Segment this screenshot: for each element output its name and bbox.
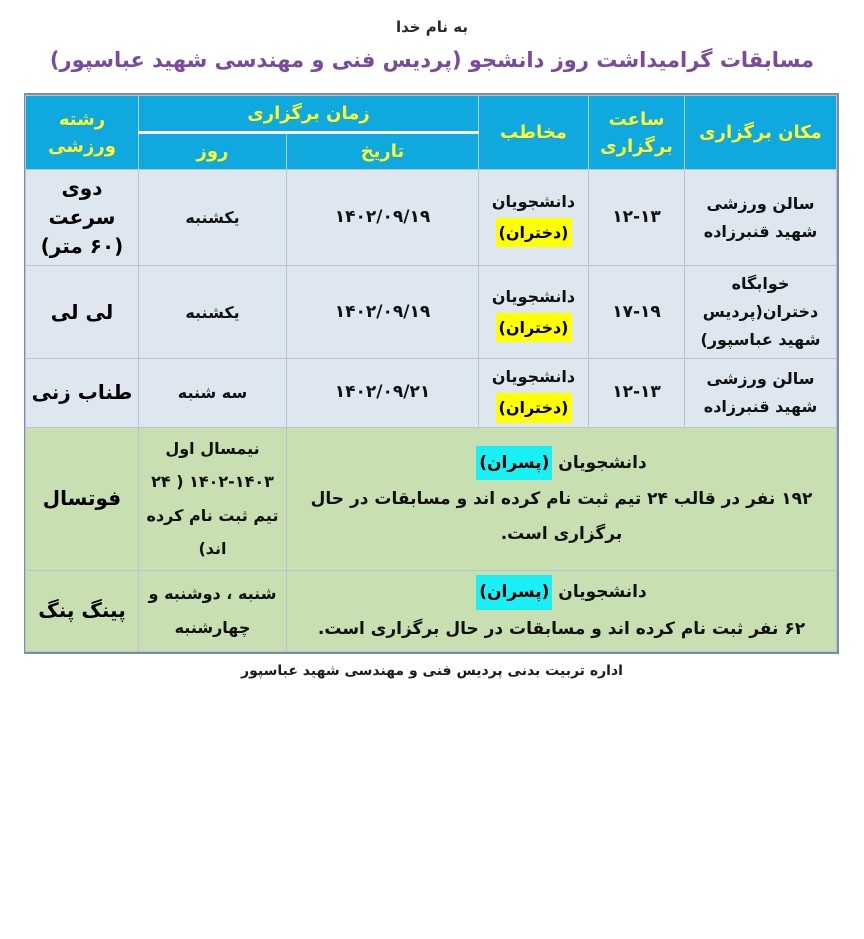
cell-when: نیمسال اول ۱۴۰۳-۱۴۰۲ ( ۲۴ تیم ثبت نام کر… bbox=[137, 426, 288, 572]
note-heading: دانشجویان (پسران) bbox=[292, 445, 831, 481]
header-place: مکان برگزاری bbox=[684, 95, 837, 171]
highlight-girls: (دختران) bbox=[495, 393, 572, 423]
cell-sport: پینگ پنگ bbox=[24, 570, 139, 652]
highlight-boys: (پسران) bbox=[476, 575, 553, 610]
schedule-table-wrapper: مکان برگزاری ساعت برگزاری مخاطب زمان برگ… bbox=[24, 93, 839, 654]
cell-audience: دانشجویان (دختران) bbox=[478, 358, 589, 428]
table-row: خوابگاه دختران(پردیس شهید عباسپور) ۱۷-۱۹… bbox=[24, 265, 837, 360]
cell-audience: دانشجویان (دختران) bbox=[478, 265, 589, 360]
table-body: سالن ورزشی شهید قنبرزاده ۱۲-۱۳ دانشجویان… bbox=[24, 169, 837, 652]
header-time: ساعت برگزاری bbox=[588, 95, 685, 171]
cell-when: شنبه ، دوشنبه و چهارشنبه bbox=[137, 570, 288, 652]
cell-time: ۱۷-۱۹ bbox=[588, 265, 685, 360]
page-title: مسابقات گرامیداشت روز دانشجو (پردیس فنی … bbox=[49, 48, 815, 72]
cell-date: ۱۴۰۲/۰۹/۲۱ bbox=[286, 358, 479, 428]
audience-label: دانشجویان bbox=[491, 192, 576, 212]
cell-place: سالن ورزشی شهید قنبرزاده bbox=[684, 169, 837, 267]
cell-place: خوابگاه دختران(پردیس شهید عباسپور) bbox=[684, 265, 837, 360]
table-row: دانشجویان (پسران) ۶۲ نفر ثبت نام کرده ان… bbox=[24, 570, 837, 652]
cell-date: ۱۴۰۲/۰۹/۱۹ bbox=[286, 265, 479, 360]
bismillah-text: به نام خدا bbox=[395, 18, 469, 36]
header-time-line2: برگزاری bbox=[600, 135, 673, 157]
table-row: سالن ورزشی شهید قنبرزاده ۱۲-۱۳ دانشجویان… bbox=[24, 358, 837, 428]
schedule-table: مکان برگزاری ساعت برگزاری مخاطب زمان برگ… bbox=[24, 95, 837, 652]
header-date: تاریخ bbox=[286, 132, 479, 171]
note-body: ۶۲ نفر ثبت نام کرده اند و مسابقات در حال… bbox=[317, 618, 806, 639]
audience-highlight: (دختران) bbox=[484, 312, 583, 342]
header-datetime-group: زمان برگزاری bbox=[137, 95, 480, 135]
cell-audience: دانشجویان (دختران) bbox=[478, 169, 589, 267]
audience-label: دانشجویان bbox=[491, 286, 576, 306]
cell-sport: طناب زنی bbox=[24, 358, 139, 428]
cell-note: دانشجویان (پسران) ۱۹۲ نفر در قالب ۲۴ تیم… bbox=[286, 426, 837, 572]
cell-day: یکشنبه bbox=[137, 169, 288, 267]
table-row: دانشجویان (پسران) ۱۹۲ نفر در قالب ۲۴ تیم… bbox=[24, 426, 837, 572]
cell-time: ۱۲-۱۳ bbox=[588, 169, 685, 267]
cell-note: دانشجویان (پسران) ۶۲ نفر ثبت نام کرده ان… bbox=[286, 570, 837, 652]
audience-highlight: (دختران) bbox=[484, 218, 583, 248]
note-heading: دانشجویان (پسران) bbox=[292, 575, 831, 610]
cell-sport: فوتسال bbox=[24, 426, 139, 572]
highlight-girls: (دختران) bbox=[495, 218, 572, 248]
cell-day: یکشنبه bbox=[137, 265, 288, 360]
header-time-line1: ساعت bbox=[608, 108, 665, 130]
cell-sport: دوی سرعت (۶۰ متر) bbox=[24, 169, 139, 267]
header-day: روز bbox=[137, 132, 288, 171]
highlight-girls: (دختران) bbox=[495, 312, 572, 342]
cell-day: سه شنبه bbox=[137, 358, 288, 428]
table-row: سالن ورزشی شهید قنبرزاده ۱۲-۱۳ دانشجویان… bbox=[24, 169, 837, 267]
audience-label: دانشجویان bbox=[491, 367, 576, 387]
note-audience-label: دانشجویان bbox=[552, 582, 647, 602]
cell-sport: لی لی bbox=[24, 265, 139, 360]
table-header-row-1: مکان برگزاری ساعت برگزاری مخاطب زمان برگ… bbox=[24, 95, 837, 171]
cell-date: ۱۴۰۲/۰۹/۱۹ bbox=[286, 169, 479, 267]
cell-place: سالن ورزشی شهید قنبرزاده bbox=[684, 358, 837, 428]
table-header-row-2: تاریخ روز bbox=[25, 132, 836, 171]
note-audience-label: دانشجویان bbox=[552, 452, 647, 473]
table-head: مکان برگزاری ساعت برگزاری مخاطب زمان برگ… bbox=[24, 95, 837, 171]
header-audience: مخاطب bbox=[478, 95, 589, 171]
highlight-boys: (پسران) bbox=[476, 445, 553, 481]
cell-time: ۱۲-۱۳ bbox=[588, 358, 685, 428]
audience-highlight: (دختران) bbox=[484, 393, 583, 423]
footer-text: اداره تربیت بدنی پردیس فنی و مهندسی شهید… bbox=[241, 662, 623, 679]
note-body: ۱۹۲ نفر در قالب ۲۴ تیم ثبت نام کرده اند … bbox=[310, 489, 813, 545]
header-sport: رشته ورزشی bbox=[24, 95, 139, 171]
